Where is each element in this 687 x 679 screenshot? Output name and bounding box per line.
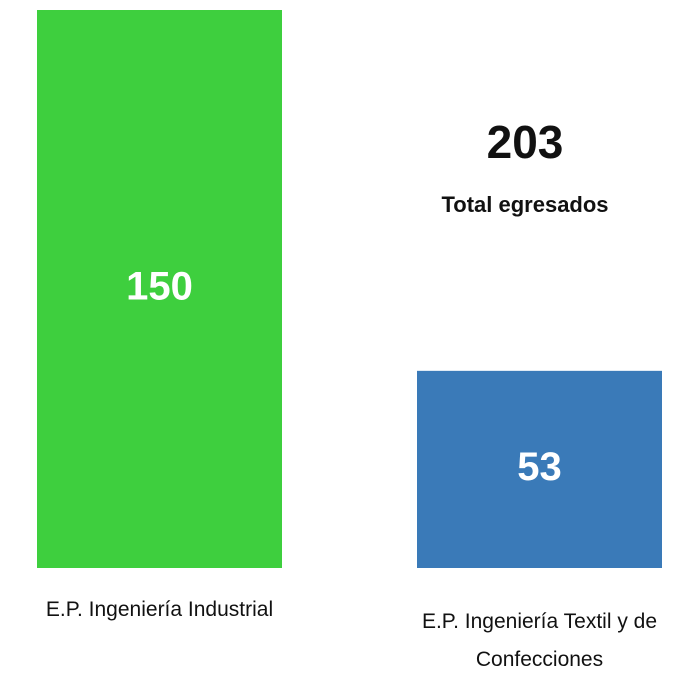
data-label: 150 [126,265,193,309]
total-value: 203 [487,116,564,168]
category-label: E.P. Ingeniería Industrial [45,598,274,621]
data-label: 53 [517,445,562,489]
category-label: E.P. Ingeniería Textil y de Confecciones [421,610,658,671]
total-label: Total egresados [441,192,608,217]
bar [417,370,662,568]
bar [37,10,282,568]
